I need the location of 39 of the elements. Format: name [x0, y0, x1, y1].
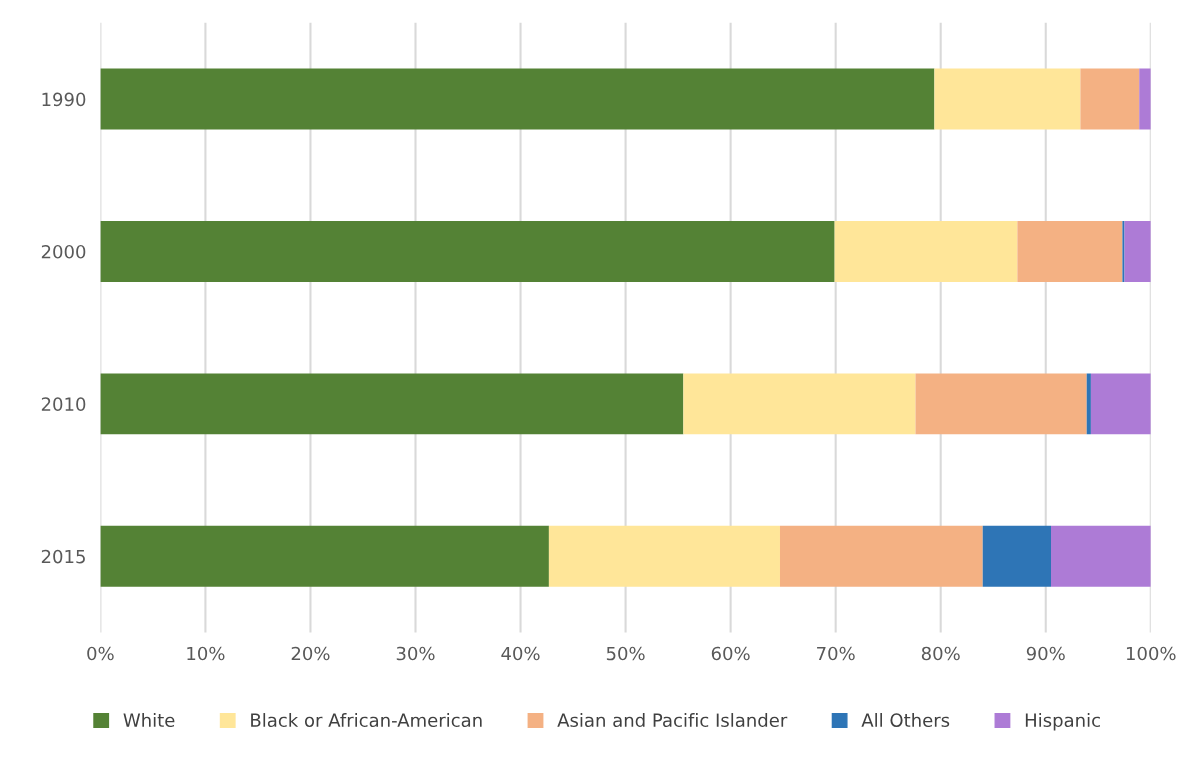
- bar: [915, 373, 1087, 435]
- bar: [100, 220, 835, 282]
- x-tick-label: 10%: [187, 646, 225, 661]
- bar: [1090, 373, 1151, 435]
- y-tick-label: 1990: [42, 92, 86, 107]
- bar: [100, 68, 935, 130]
- bar: [1080, 68, 1140, 130]
- y-tick-label: 2010: [41, 397, 86, 411]
- bar: [1139, 68, 1151, 130]
- y-tick-label: 2015: [41, 549, 85, 564]
- legend-label: White: [123, 713, 175, 728]
- legend-label: All Others: [861, 713, 950, 728]
- bar: [548, 525, 780, 587]
- x-tick-label: 100%: [1126, 646, 1176, 661]
- legend-label: Asian and Pacific Islander: [557, 713, 788, 728]
- bar: [1017, 220, 1123, 282]
- bar: [1124, 220, 1151, 282]
- x-tick-label: 80%: [921, 646, 960, 661]
- x-tick-label: 30%: [396, 646, 435, 661]
- bar: [934, 68, 1081, 130]
- bar: [834, 220, 1018, 282]
- x-tick-label: 90%: [1026, 646, 1065, 661]
- bar: [779, 525, 983, 587]
- x-tick-label: 50%: [606, 646, 645, 661]
- bar: [982, 525, 1051, 587]
- bar: [100, 373, 684, 435]
- x-tick-label: 60%: [711, 646, 750, 661]
- x-tick-label: 40%: [501, 646, 540, 661]
- bar: [100, 525, 549, 587]
- legend-label: Black or African-American: [251, 713, 482, 728]
- bar: [1122, 220, 1125, 282]
- x-tick-label: 20%: [291, 646, 330, 661]
- bar: [1086, 373, 1091, 435]
- x-tick-label: 0%: [87, 646, 114, 661]
- bar: [683, 373, 916, 435]
- bar: [1051, 525, 1151, 587]
- y-tick-label: 2000: [41, 244, 86, 259]
- legend-label: Hispanic: [1025, 713, 1100, 731]
- x-tick-label: 70%: [817, 646, 855, 661]
